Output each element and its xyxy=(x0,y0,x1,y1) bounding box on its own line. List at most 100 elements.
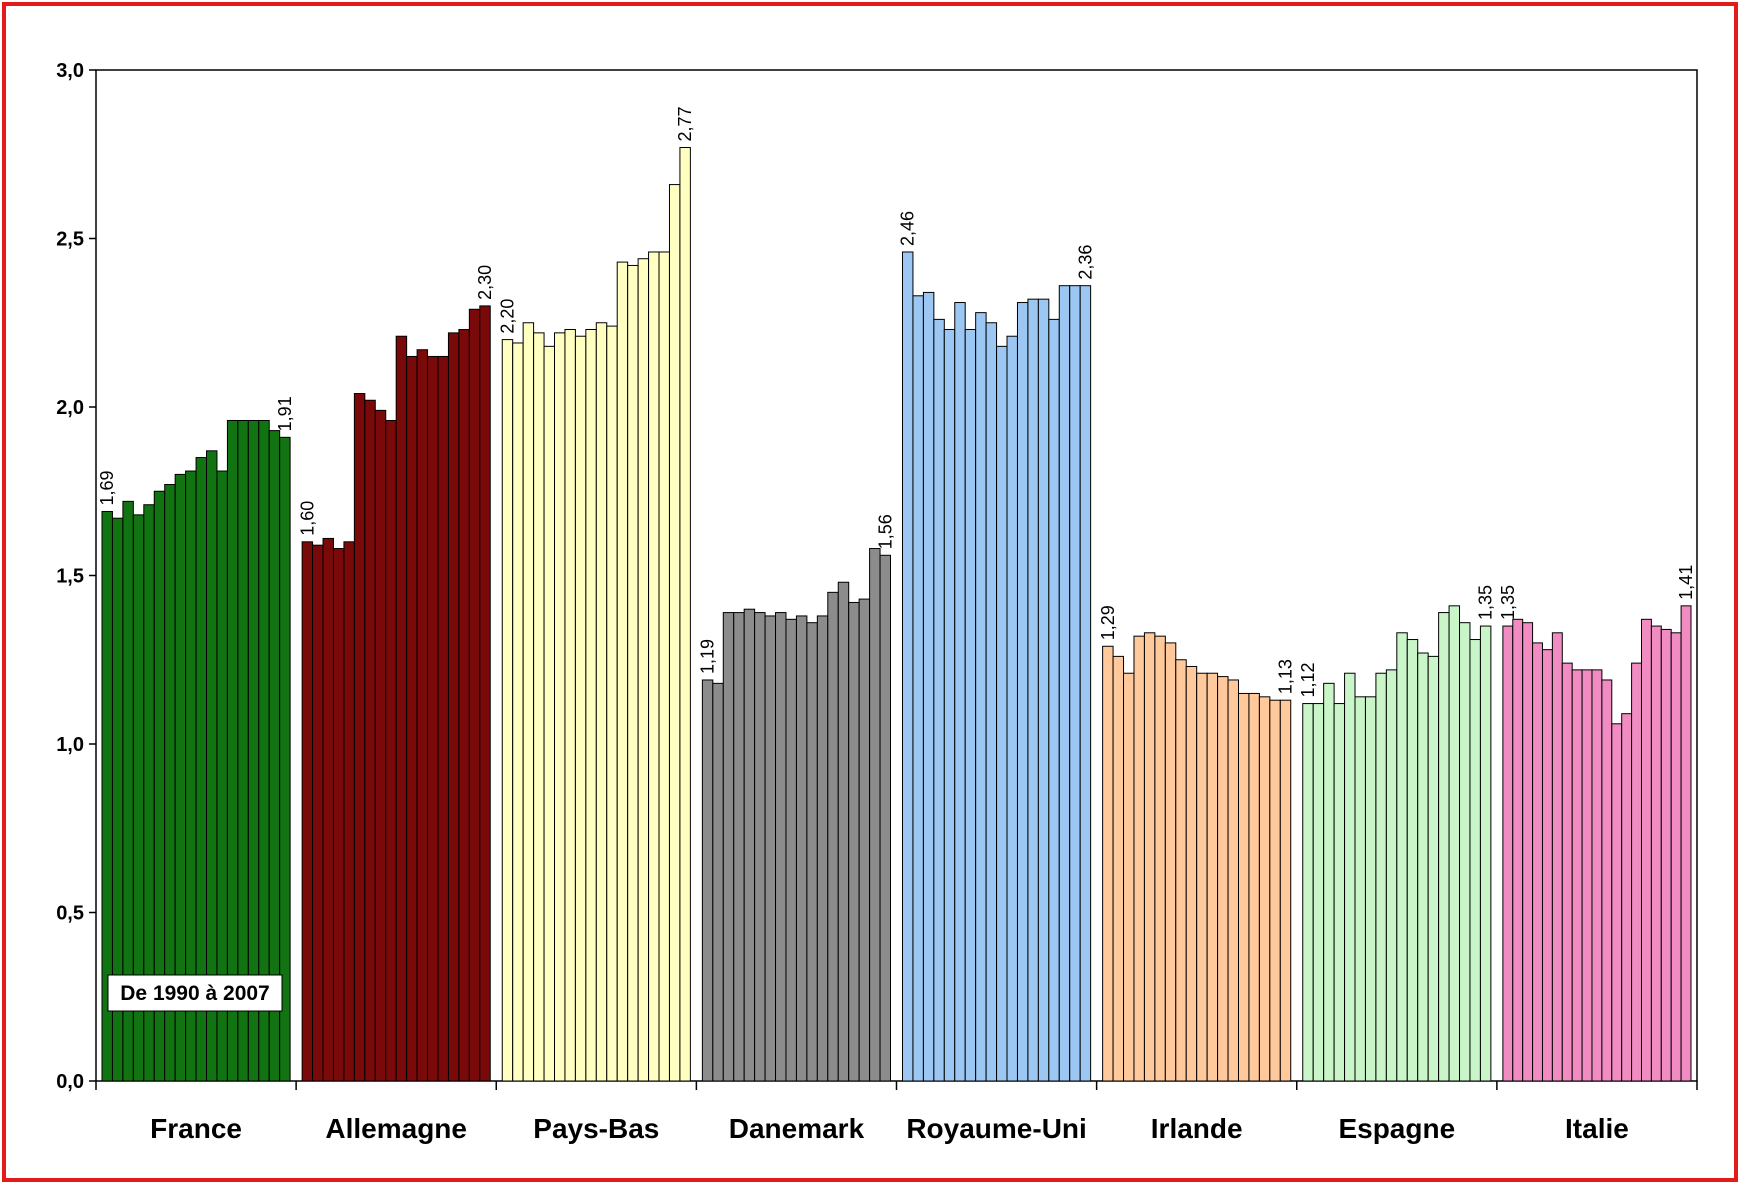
bar xyxy=(964,328,977,1082)
bar xyxy=(512,342,524,1082)
bar xyxy=(1650,625,1662,1082)
bar xyxy=(627,264,639,1082)
bar xyxy=(1459,622,1471,1082)
bar xyxy=(554,332,566,1082)
bar xyxy=(595,322,608,1082)
bar xyxy=(795,615,808,1082)
bar xyxy=(1069,285,1081,1082)
bar xyxy=(1217,676,1229,1082)
bar xyxy=(458,328,470,1082)
data-label: 2,46 xyxy=(898,211,918,246)
bar xyxy=(1143,632,1156,1082)
bar xyxy=(712,682,724,1082)
bar xyxy=(1302,703,1314,1082)
bar xyxy=(1344,672,1356,1082)
bar xyxy=(616,261,629,1082)
bar xyxy=(501,339,514,1082)
bar xyxy=(343,541,355,1082)
bar xyxy=(1196,672,1208,1082)
bar xyxy=(543,345,556,1082)
data-label: 1,69 xyxy=(97,470,117,505)
bar xyxy=(522,322,535,1082)
bar xyxy=(837,581,850,1082)
bar xyxy=(332,548,345,1082)
x-axis: France Allemagne Pays-Bas Danemark Royaume-U… xyxy=(95,1081,1698,1144)
bar xyxy=(479,305,491,1082)
period-annotation: De 1990 à 2007 xyxy=(107,974,283,1012)
bar xyxy=(879,554,891,1082)
data-label: 2,30 xyxy=(475,265,495,300)
bar xyxy=(564,328,576,1082)
bar xyxy=(1248,692,1260,1082)
period-annotation-text: De 1990 à 2007 xyxy=(120,982,269,1005)
bar xyxy=(1175,659,1187,1082)
data-label: 1,60 xyxy=(297,501,317,536)
bar xyxy=(1522,622,1534,1082)
bar xyxy=(943,328,956,1082)
bar xyxy=(954,302,966,1082)
bar xyxy=(1591,669,1603,1082)
bar xyxy=(1660,628,1672,1082)
y-tick-label: 2,5 xyxy=(56,229,84,251)
bar xyxy=(1385,669,1398,1082)
bar xyxy=(1016,302,1029,1082)
bar xyxy=(468,308,481,1082)
y-tick-label: 0,5 xyxy=(56,903,84,925)
bar xyxy=(1631,662,1642,1082)
bar xyxy=(1427,655,1440,1082)
bar xyxy=(1112,655,1125,1082)
bar xyxy=(1502,625,1514,1082)
bar xyxy=(1206,672,1219,1082)
bar xyxy=(858,598,871,1082)
bar xyxy=(1227,679,1239,1082)
bar xyxy=(701,679,714,1082)
bar xyxy=(1551,632,1563,1082)
bar xyxy=(668,184,681,1082)
bar xyxy=(1312,703,1325,1082)
category-label: Danemark xyxy=(729,1113,865,1144)
bar xyxy=(1364,696,1377,1082)
bar xyxy=(922,291,935,1082)
bar xyxy=(1354,696,1366,1082)
bar xyxy=(374,409,387,1082)
bar xyxy=(1375,672,1387,1082)
bar xyxy=(1123,672,1135,1082)
category-label: Pays-Bas xyxy=(533,1113,659,1144)
bar xyxy=(437,355,449,1082)
data-label: 1,56 xyxy=(875,514,895,549)
data-label: 1,13 xyxy=(1276,659,1296,694)
bar xyxy=(722,612,735,1082)
data-label: 1,35 xyxy=(1498,585,1518,620)
bar xyxy=(827,591,839,1082)
bar xyxy=(427,355,439,1082)
bar xyxy=(1396,632,1408,1082)
bar xyxy=(1037,298,1050,1082)
bar xyxy=(585,328,597,1082)
data-label: 1,12 xyxy=(1298,663,1318,698)
category-label: France xyxy=(150,1113,242,1144)
bar xyxy=(775,612,787,1082)
bar xyxy=(733,612,745,1082)
bar xyxy=(1154,635,1166,1082)
data-label: 1,91 xyxy=(275,396,295,431)
bars-layer xyxy=(101,147,1692,1082)
bar xyxy=(743,608,756,1082)
bar xyxy=(1279,699,1292,1082)
bar xyxy=(1185,665,1198,1082)
bar xyxy=(1237,692,1250,1082)
bar xyxy=(279,436,291,1082)
bar xyxy=(975,312,987,1082)
bar xyxy=(1269,699,1281,1082)
bar xyxy=(1571,669,1583,1082)
bar xyxy=(1417,652,1429,1082)
category-label: Italie xyxy=(1565,1113,1629,1144)
bar xyxy=(1621,713,1633,1082)
bar xyxy=(1406,639,1419,1082)
bar xyxy=(606,325,618,1082)
category-label: Espagne xyxy=(1338,1113,1455,1144)
y-tick-label: 3,0 xyxy=(56,60,84,82)
bar xyxy=(1006,335,1018,1082)
bar xyxy=(902,251,914,1082)
